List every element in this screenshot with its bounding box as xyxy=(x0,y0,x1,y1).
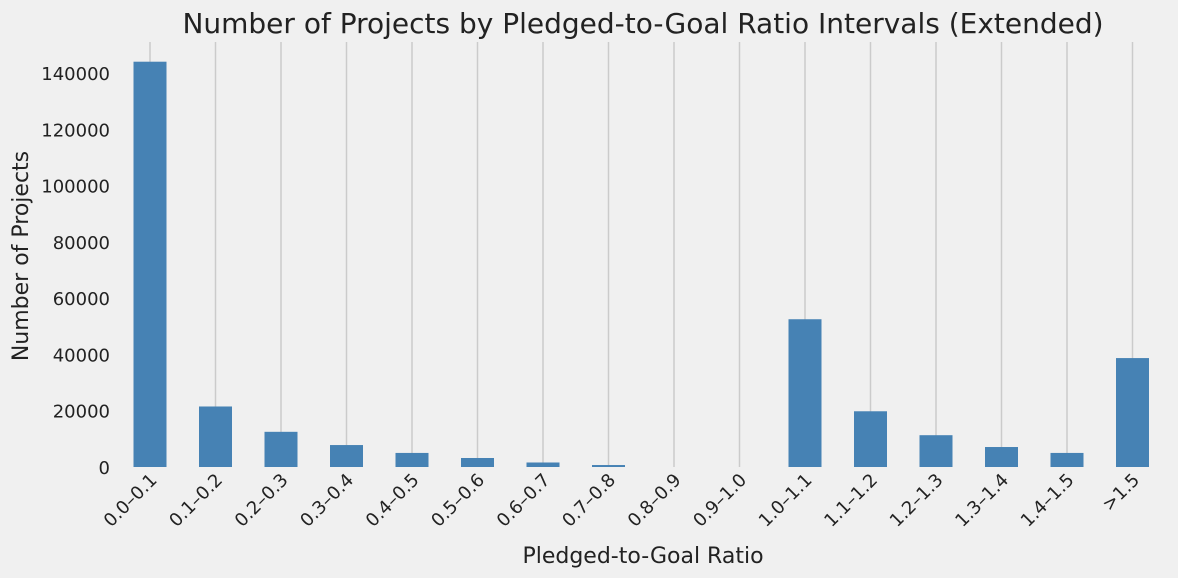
bar xyxy=(1050,452,1084,467)
grid-lines xyxy=(149,42,1134,467)
bar xyxy=(592,465,625,467)
x-tick-label: 0.9–1.0 xyxy=(689,470,751,532)
x-axis-label: Pledged-to-Goal Ratio xyxy=(522,544,763,569)
y-tick-label: 40000 xyxy=(53,345,110,366)
bar xyxy=(133,61,167,467)
bar xyxy=(854,411,887,467)
bar xyxy=(330,445,363,467)
chart-title: Number of Projects by Pledged-to-Goal Ra… xyxy=(182,7,1103,40)
x-tick-labels: 0.0–0.1 0.1–0.2 0.2–0.3 0.3–0.4 0.4–0.5 0.5–0… xyxy=(100,470,1144,532)
bar xyxy=(199,406,232,467)
y-tick-label: 80000 xyxy=(53,233,110,254)
y-tick-label: 120000 xyxy=(41,120,110,141)
x-tick-label: 0.6–0.7 xyxy=(493,470,555,532)
x-tick-label: 1.3–1.4 xyxy=(951,470,1013,532)
x-tick-label: 0.8–0.9 xyxy=(624,470,686,532)
x-tick-label: 1.4–1.5 xyxy=(1017,470,1079,532)
y-tick-label: 100000 xyxy=(41,177,110,198)
bar xyxy=(919,435,953,467)
x-tick-label: 0.2–0.3 xyxy=(231,470,293,532)
x-tick-label: 1.1–1.2 xyxy=(820,470,882,532)
y-tick-label: 0 xyxy=(99,458,110,479)
bar xyxy=(985,447,1018,467)
x-tick-label: 0.3–0.4 xyxy=(296,470,358,532)
y-tick-label: 20000 xyxy=(53,402,110,423)
bar xyxy=(264,431,298,467)
x-tick-label: 1.0–1.1 xyxy=(755,470,817,532)
x-tick-label: 0.1–0.2 xyxy=(165,470,227,532)
x-tick-label: 0.4–0.5 xyxy=(362,470,424,532)
y-tick-labels: 0 20000 40000 60000 80000 100000 120000 140000 xyxy=(41,64,110,479)
x-tick-label: >1.5 xyxy=(1098,470,1144,516)
x-tick-label: 1.2–1.3 xyxy=(886,470,948,532)
bar xyxy=(788,319,822,467)
bar xyxy=(1116,358,1149,467)
bars xyxy=(133,61,1149,467)
bar xyxy=(395,452,429,467)
y-axis-label: Number of Projects xyxy=(9,151,34,361)
y-tick-label: 140000 xyxy=(41,64,110,85)
x-tick-label: 0.5–0.6 xyxy=(427,470,489,532)
y-tick-label: 60000 xyxy=(53,289,110,310)
x-tick-label: 0.7–0.8 xyxy=(558,470,620,532)
bar xyxy=(526,462,560,467)
bar xyxy=(461,457,494,467)
